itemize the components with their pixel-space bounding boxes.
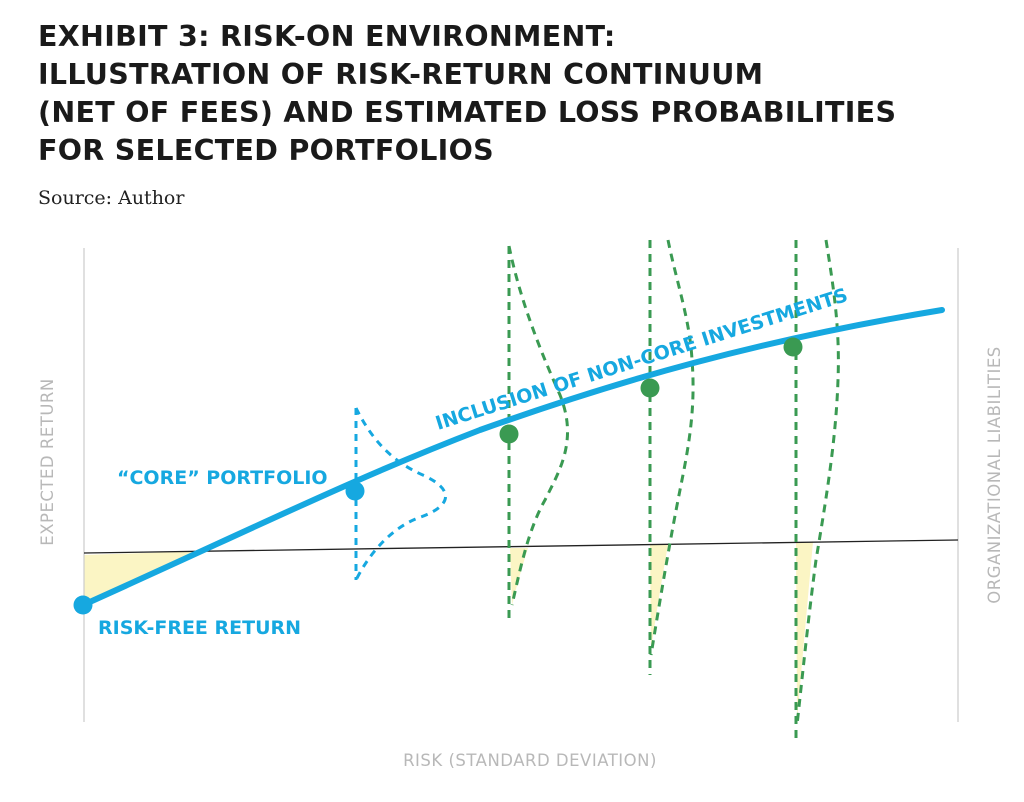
source-note: Source: Author — [38, 187, 185, 209]
core-point — [345, 481, 365, 501]
non-core-label: INCLUSION OF NON-CORE INVESTMENTS — [433, 284, 851, 435]
non-core-1-distribution-curve — [507, 245, 569, 606]
non-core-2-point — [640, 378, 660, 398]
risk-free-point — [73, 595, 93, 615]
title-line-3: (NET OF FEES) AND ESTIMATED LOSS PROBABI… — [38, 96, 897, 129]
y2-axis-label: ORGANIZATIONAL LIABILITIES — [985, 346, 1004, 603]
title-line-1: EXHIBIT 3: RISK-ON ENVIRONMENT: — [38, 20, 616, 53]
portfolio-points — [73, 337, 803, 615]
non-core-1-point — [499, 424, 519, 444]
non-core-3-distribution-curve — [795, 239, 840, 726]
core-distribution-curve — [354, 407, 447, 581]
title-line-4: FOR SELECTED PORTFOLIOS — [38, 134, 494, 167]
title-line-2: ILLUSTRATION OF RISK-RETURN CONTINUUM — [38, 58, 764, 91]
non-core-3-point — [783, 337, 803, 357]
non-core-1-loss-fill — [510, 548, 528, 605]
risk-free-label: RISK-FREE RETURN — [98, 617, 301, 639]
risk-return-continuum — [80, 307, 945, 608]
non-core-2-loss-fill — [650, 545, 668, 650]
core-portfolio-label: “CORE” PORTFOLIO — [117, 467, 328, 489]
x-axis-label: RISK (STANDARD DEVIATION) — [403, 751, 657, 770]
chart-title: EXHIBIT 3: RISK-ON ENVIRONMENT: ILLUSTRA… — [38, 18, 998, 170]
y-axis-label: EXPECTED RETURN — [38, 378, 57, 545]
non-core-2-distribution-curve — [649, 239, 695, 656]
axes — [83, 248, 959, 722]
continuum-line — [80, 307, 945, 608]
liabilities-line — [83, 539, 959, 554]
non-core-3-loss-fill — [796, 542, 813, 720]
